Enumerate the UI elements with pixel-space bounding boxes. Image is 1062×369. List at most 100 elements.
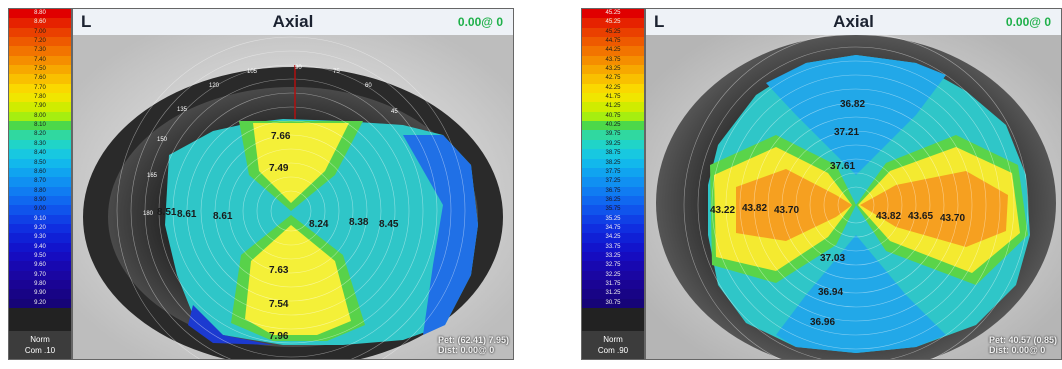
right-scale-step: 44.25 — [582, 46, 644, 56]
right-value-label: 36.82 — [840, 99, 865, 110]
right-scale-step: 41.25 — [582, 102, 644, 112]
left-degree-label: 105 — [247, 69, 258, 75]
right-value-label: 43.22 — [710, 205, 735, 216]
right-scale-step: 45.25 — [582, 27, 644, 38]
right-value-label: 36.94 — [818, 287, 843, 298]
left-scale-step: 8.00 — [9, 111, 71, 122]
left-info-box: Pet: (62.41) 7.95) Dist: 0.00@ 0 — [438, 335, 509, 355]
right-scale-step: 38.75 — [582, 149, 644, 159]
right-map-titlebar: L Axial 0.00@ 0 — [646, 9, 1061, 36]
right-scale-footer-norm: Norm — [603, 335, 623, 344]
right-scale-step: 31.75 — [582, 279, 644, 290]
right-scale-step: 41.75 — [582, 93, 644, 103]
left-color-scale: 8.80 8.60 7.00 7.20 7.30 7.40 7.50 7.60 7.70 7.80… — [8, 8, 72, 360]
left-scale-step: 8.30 — [9, 139, 71, 150]
left-scale-step: 7.40 — [9, 55, 71, 66]
left-map-blue-bottom — [188, 305, 273, 345]
right-scale-step: 36.25 — [582, 195, 644, 206]
left-scale-step: 9.20 — [9, 223, 71, 234]
left-scale-step: 9.60 — [9, 261, 71, 271]
right-scale-step: 34.75 — [582, 223, 644, 234]
left-scale-step: 9.70 — [9, 270, 71, 280]
right-scale-step: 37.25 — [582, 177, 644, 187]
right-scale-step: 38.25 — [582, 158, 644, 168]
right-scale-step: 33.75 — [582, 242, 644, 252]
right-scale-step: 43.75 — [582, 55, 644, 66]
right-value-label: 43.82 — [876, 211, 901, 222]
left-scale-step: 9.40 — [9, 242, 71, 252]
right-scale-step: 39.25 — [582, 139, 644, 150]
right-scale-step: 34.25 — [582, 233, 644, 243]
left-value-label: 8.45 — [379, 219, 399, 230]
right-scale-step: 45.25 — [582, 9, 644, 19]
right-scale-step: 33.25 — [582, 251, 644, 262]
left-value-label: 8.38 — [349, 217, 369, 228]
left-scale-step: 7.60 — [9, 74, 71, 84]
right-eye-label: L — [654, 12, 665, 31]
left-value-label: 7.66 — [271, 131, 291, 142]
right-scale-step: 35.25 — [582, 214, 644, 224]
left-degree-ticks: 90 75 60 45 105 120 135 150 165 180 — [143, 65, 398, 217]
left-map-title: Axial — [272, 12, 314, 31]
right-scale-step: 37.75 — [582, 167, 644, 178]
left-value-label: 8.61 — [177, 209, 197, 220]
left-scale-step: 7.50 — [9, 65, 71, 75]
left-scale-step: 7.70 — [9, 83, 71, 94]
left-scale-footer: Norm Com .10 — [9, 331, 71, 359]
right-value-label: 43.70 — [774, 205, 799, 216]
right-scale-step: 42.25 — [582, 83, 644, 94]
right-map-title: Axial — [833, 12, 874, 31]
right-info-dist: Dist: 0.00@ 0 — [988, 345, 1046, 355]
left-value-label: 8.51 — [157, 207, 177, 218]
right-scale-step: 43.25 — [582, 65, 644, 75]
right-map-area[interactable]: L Axial 0.00@ 0 — [645, 8, 1062, 360]
left-scale-step: 8.10 — [9, 121, 71, 131]
right-scale-step: 40.75 — [582, 111, 644, 122]
right-scale-step: 44.75 — [582, 37, 644, 47]
left-scale-step: 7.00 — [9, 27, 71, 38]
right-topography-image: 36.82 37.21 37.61 43.22 43.82 43.70 43.8… — [646, 35, 1061, 359]
right-value-label: 37.21 — [834, 127, 859, 138]
left-value-label: 7.63 — [269, 265, 289, 276]
right-value-label: 43.65 — [908, 211, 933, 222]
right-axial-map-panel: 45.25 45.25 45.25 44.75 44.25 43.75 43.25 42.75… — [581, 8, 1062, 360]
right-value-label: 43.70 — [940, 213, 965, 224]
right-scale-step: 45.25 — [582, 18, 644, 28]
left-scale-step: 7.30 — [9, 46, 71, 56]
right-scale-step: 42.75 — [582, 74, 644, 84]
right-value-label: 43.82 — [742, 203, 767, 214]
left-scale-step: 9.00 — [9, 205, 71, 215]
left-degree-label: 135 — [177, 107, 188, 113]
left-scale-step: 8.90 — [9, 195, 71, 206]
right-scale-step: 35.75 — [582, 205, 644, 215]
left-scale-step: 7.20 — [9, 37, 71, 47]
left-scale-step: 9.10 — [9, 214, 71, 224]
right-value-label: 37.03 — [820, 253, 845, 264]
left-scale-step: 8.60 — [9, 18, 71, 28]
left-color-scale-rows: 8.80 8.60 7.00 7.20 7.30 7.40 7.50 7.60 7.70 7.80… — [9, 9, 71, 308]
right-scale-step: 39.75 — [582, 130, 644, 140]
right-color-scale-rows: 45.25 45.25 45.25 44.75 44.25 43.75 43.25 42.75… — [582, 9, 644, 308]
right-map-left-orange — [736, 169, 852, 241]
right-value-label: 36.96 — [810, 317, 835, 328]
left-topography-image: 90 75 60 45 105 120 135 150 165 180 7.66… — [73, 35, 513, 359]
left-degree-label: 165 — [147, 173, 158, 179]
right-value-label: 37.61 — [830, 161, 855, 172]
right-scale-step: 31.25 — [582, 289, 644, 299]
left-scale-step: 7.90 — [9, 102, 71, 112]
right-scale-footer: Norm Com .90 — [582, 331, 644, 359]
right-map-blue-bottom — [776, 235, 946, 353]
left-scale-step: 9.20 — [9, 298, 71, 308]
left-map-area[interactable]: L Axial 0.00@ 0 — [72, 8, 514, 360]
right-scale-step: 32.25 — [582, 270, 644, 280]
left-degree-label: 75 — [333, 69, 340, 75]
left-axial-map-panel: 8.80 8.60 7.00 7.20 7.30 7.40 7.50 7.60 7.70 7.80… — [8, 8, 514, 360]
left-contour-rings — [116, 36, 466, 359]
left-degree-label: 90 — [295, 65, 302, 71]
right-scale-footer-com: Com .90 — [597, 346, 629, 355]
right-info-box: Pet: 40.57 (0.85) Dist: 0.00@ 0 — [989, 335, 1057, 355]
left-value-label: 7.49 — [269, 163, 289, 174]
right-map-right-orange — [860, 171, 1008, 247]
right-color-scale: 45.25 45.25 45.25 44.75 44.25 43.75 43.25 42.75… — [581, 8, 645, 360]
left-scale-step: 8.50 — [9, 158, 71, 168]
